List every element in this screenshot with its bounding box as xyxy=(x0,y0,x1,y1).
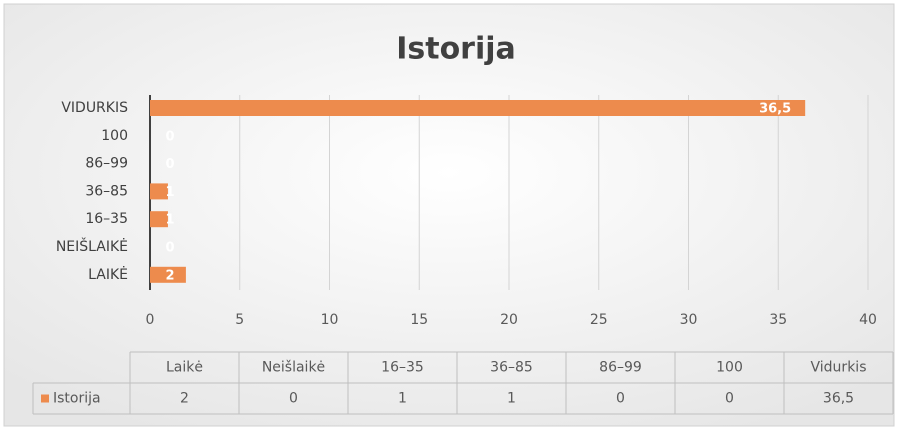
x-tick-label: 35 xyxy=(769,312,787,328)
x-tick-label: 15 xyxy=(410,312,428,328)
x-tick-label: 40 xyxy=(859,312,877,328)
data-label: 1 xyxy=(165,185,174,200)
table-cell: 0 xyxy=(289,391,298,407)
table-cell: 0 xyxy=(616,391,625,407)
data-label: 0 xyxy=(165,157,174,172)
y-tick-label: 36–85 xyxy=(85,183,128,199)
bar xyxy=(150,211,168,228)
x-tick-label: 30 xyxy=(680,312,698,328)
y-tick-label: 100 xyxy=(101,128,128,144)
table-cell: 1 xyxy=(507,391,516,407)
legend-label: Istorija xyxy=(53,391,101,407)
y-tick-label: 86–99 xyxy=(85,156,128,172)
chart-background xyxy=(3,3,895,427)
chart-title: Istorija xyxy=(396,32,516,67)
table-cell: 36,5 xyxy=(823,391,854,407)
table-cell: 0 xyxy=(725,391,734,407)
table-header: 100 xyxy=(716,360,743,376)
x-tick-label: 20 xyxy=(500,312,518,328)
table-header: Laikė xyxy=(166,360,203,376)
legend-swatch xyxy=(41,394,49,403)
data-label: 0 xyxy=(165,241,174,256)
data-label: 36,5 xyxy=(759,102,791,117)
y-tick-label: VIDURKIS xyxy=(61,100,128,116)
x-tick-label: 5 xyxy=(235,312,244,328)
y-tick-label: NEIŠLAIKĖ xyxy=(56,237,128,255)
data-label: 0 xyxy=(165,129,174,144)
bar xyxy=(150,100,806,116)
table-cell: 1 xyxy=(398,391,407,407)
x-tick-label: 25 xyxy=(590,312,608,328)
y-tick-label: LAIKĖ xyxy=(88,265,128,283)
x-tick-label: 0 xyxy=(146,312,155,328)
data-label: 1 xyxy=(165,213,174,228)
x-tick-label: 10 xyxy=(321,312,339,328)
y-tick-label: 16–35 xyxy=(85,211,128,227)
data-label: 2 xyxy=(165,268,174,283)
table-header: 36–85 xyxy=(490,360,533,376)
table-header: 86–99 xyxy=(599,360,642,376)
table-header: Vidurkis xyxy=(811,360,867,376)
bar xyxy=(150,183,168,200)
table-header: Neišlaikė xyxy=(262,360,325,376)
table-header: 16–35 xyxy=(381,360,424,376)
table-cell: 2 xyxy=(180,391,189,407)
bar xyxy=(150,266,186,283)
